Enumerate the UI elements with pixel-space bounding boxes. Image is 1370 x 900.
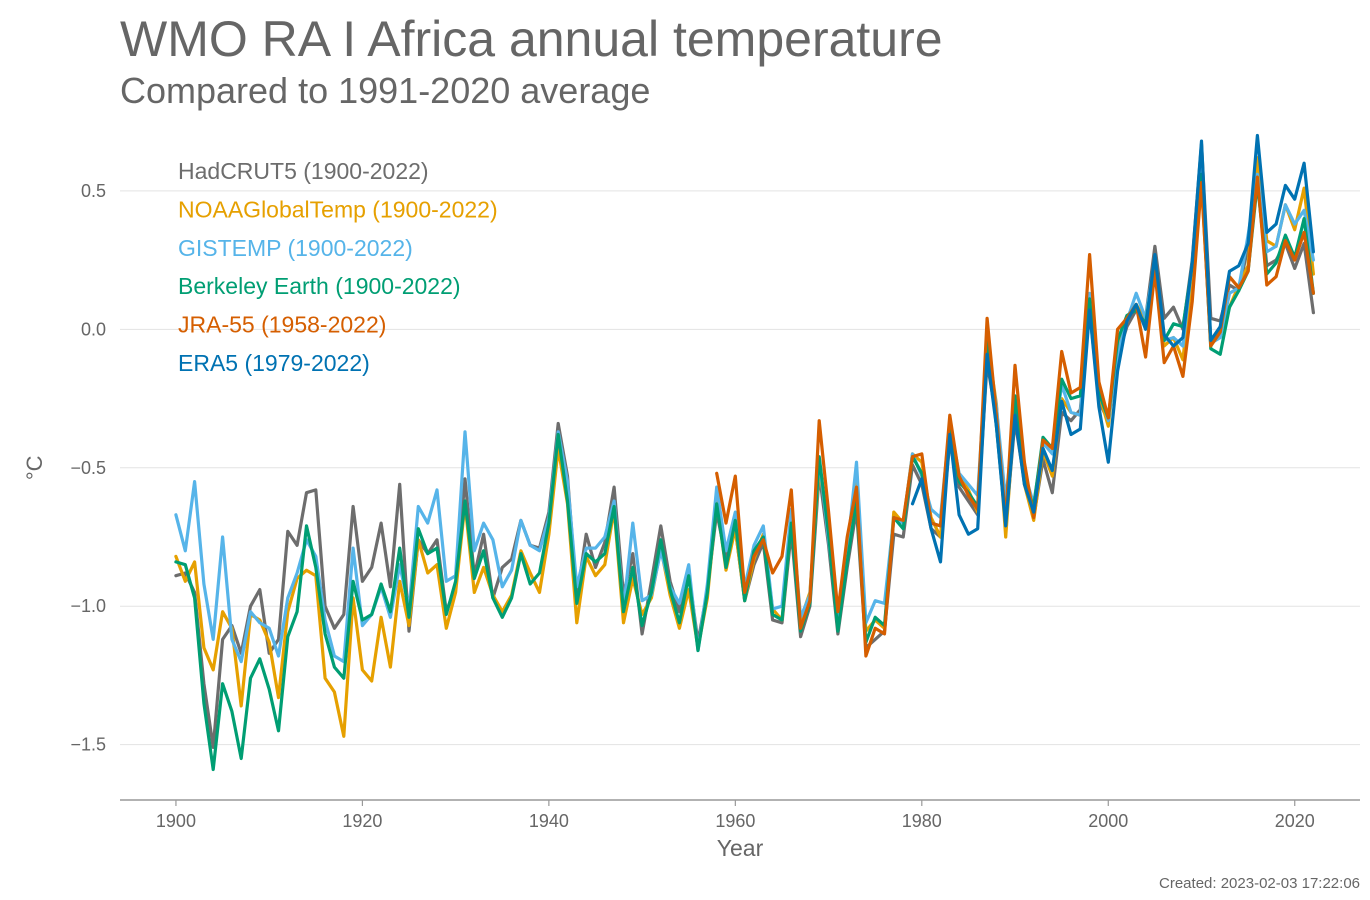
created-timestamp: Created: 2023-02-03 17:22:06 <box>1159 875 1360 892</box>
x-tick-label: 1940 <box>529 811 569 831</box>
y-tick-label: −1.0 <box>70 596 106 616</box>
series-line <box>715 175 1316 658</box>
y-tick-label: −0.5 <box>70 458 106 478</box>
x-axis-title: Year <box>717 835 764 861</box>
legend-entry: ERA5 (1979-2022) <box>178 350 370 376</box>
x-tick-label: 1900 <box>156 811 196 831</box>
chart-title: WMO RA I Africa annual temperature <box>120 11 943 67</box>
legend: HadCRUT5 (1900-2022) NOAAGlobalTemp (1900… <box>178 158 498 376</box>
x-tick-label: 1980 <box>902 811 942 831</box>
series-line <box>910 133 1316 564</box>
x-tick-label: 2000 <box>1088 811 1128 831</box>
x-tick-label: 1960 <box>715 811 755 831</box>
legend-entry: GISTEMP (1900-2022) <box>178 235 413 261</box>
legend-entry: HadCRUT5 (1900-2022) <box>178 158 429 184</box>
y-tick-label: −1.5 <box>70 735 106 755</box>
x-tick-label: 2020 <box>1275 811 1315 831</box>
y-axis-title: °C <box>22 455 47 480</box>
x-tick-label: 1920 <box>342 811 382 831</box>
y-tick-label: 0.0 <box>81 319 106 339</box>
chart-subtitle: Compared to 1991-2020 average <box>120 70 651 111</box>
axes: 0.5 0.0 −0.5 −1.0 −1.5 1900 1920 1940 1960 1980 20… <box>22 181 1360 861</box>
legend-entry: JRA-55 (1958-2022) <box>178 312 386 338</box>
series-lines <box>174 133 1316 772</box>
legend-entry: NOAAGlobalTemp (1900-2022) <box>178 196 498 222</box>
y-tick-label: 0.5 <box>81 181 106 201</box>
legend-entry: Berkeley Earth (1900-2022) <box>178 273 461 299</box>
